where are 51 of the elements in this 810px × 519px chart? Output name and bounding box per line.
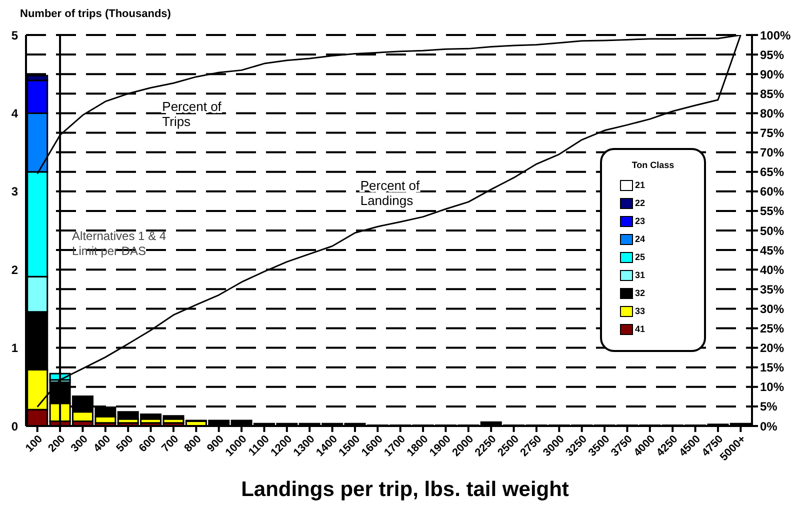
y-tick-label: 1 — [11, 341, 18, 356]
x-tick-label: 700 — [160, 433, 182, 455]
y-tick-label: 3 — [11, 184, 18, 199]
x-tick-label: 300 — [68, 433, 90, 455]
legend-label: 32 — [635, 288, 646, 298]
y2-tick-label: 65% — [760, 165, 784, 180]
y2-tick-label: 60% — [760, 184, 784, 199]
y2-tick-label: 35% — [760, 282, 784, 296]
y2-tick-label: 30% — [760, 302, 784, 316]
y2-tick-label: 100% — [760, 28, 792, 42]
legend-title: Ton Class — [630, 160, 676, 170]
y2-tick-label: 75% — [760, 126, 784, 140]
ref-line-label: Alternatives 1 & 4 Limit per DAS — [72, 229, 166, 258]
y-tick-label: 0 — [11, 419, 18, 434]
legend-label: 24 — [635, 234, 646, 244]
y2-tick-label: 85% — [760, 86, 784, 101]
series-label: Percent of Landings — [360, 178, 420, 208]
legend-label: 25 — [635, 252, 646, 262]
legend-label: 33 — [635, 306, 646, 316]
y2-tick-label: 0% — [760, 419, 778, 434]
x-tick-label: 900 — [205, 433, 226, 455]
y2-tick-label: 90% — [760, 67, 784, 82]
legend-label: 31 — [635, 270, 646, 280]
y2-tick-label: 5% — [760, 400, 778, 414]
x-tick-label: 100 — [24, 433, 45, 455]
x-tick-label: 600 — [136, 433, 158, 455]
x-axis-title: Landings per trip, lbs. tail weight — [240, 478, 570, 502]
y-tick-label: 4 — [11, 106, 18, 120]
legend-label: 21 — [635, 180, 646, 190]
y2-tick-label: 55% — [760, 204, 784, 218]
x-tick-label: 200 — [46, 433, 68, 455]
legend-label: 41 — [635, 324, 646, 334]
y2-tick-label: 20% — [760, 341, 784, 356]
y2-tick-label: 95% — [760, 48, 784, 62]
y-tick-label: 5 — [11, 28, 18, 42]
y-axis-title: Number of trips (Thousands) — [19, 8, 172, 22]
y2-tick-label: 10% — [760, 380, 784, 394]
y2-tick-label: 80% — [760, 106, 784, 120]
y2-tick-label: 15% — [760, 360, 784, 375]
series-label: Percent of Trips — [162, 98, 222, 129]
y2-tick-label: 25% — [760, 322, 784, 336]
y2-tick-label: 45% — [760, 243, 784, 258]
legend-label: 23 — [635, 216, 646, 226]
y-tick-label: 2 — [11, 262, 18, 277]
y2-tick-label: 40% — [760, 262, 784, 277]
y2-tick-label: 50% — [760, 224, 784, 238]
x-tick-label: 400 — [92, 433, 114, 455]
x-tick-label: 500 — [114, 433, 136, 455]
x-tick-label: 800 — [182, 433, 204, 455]
legend-label: 22 — [635, 198, 646, 208]
y2-tick-label: 70% — [760, 146, 784, 160]
